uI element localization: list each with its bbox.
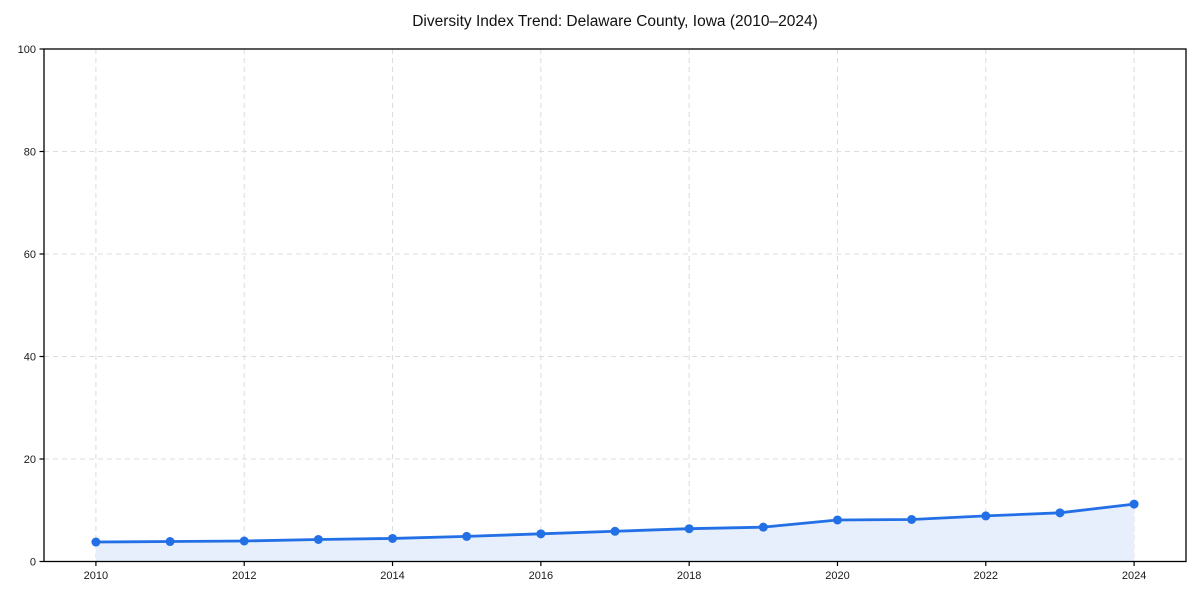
- chart-title: Diversity Index Trend: Delaware County, …: [412, 13, 818, 30]
- y-tick-label: 0: [30, 556, 36, 568]
- data-point-marker: [832, 515, 842, 525]
- x-tick-label: 2016: [529, 570, 553, 582]
- y-tick-label: 100: [18, 44, 36, 56]
- x-tick-label: 2014: [380, 570, 404, 582]
- x-tick-label: 2010: [84, 570, 108, 582]
- data-point-marker: [165, 537, 175, 547]
- plot-border: [43, 48, 1187, 563]
- data-point-marker: [981, 511, 991, 521]
- data-point-marker: [684, 524, 694, 534]
- y-tick-label: 40: [24, 351, 36, 363]
- x-tick-label: 2018: [677, 570, 701, 582]
- data-point-marker: [907, 514, 917, 524]
- data-point-marker: [536, 529, 546, 539]
- x-tick-label: 2020: [825, 570, 849, 582]
- x-tick-label: 2012: [232, 570, 256, 582]
- x-tick-label: 2024: [1122, 570, 1146, 582]
- data-point-marker: [91, 537, 101, 547]
- y-tick-label: 20: [24, 454, 36, 466]
- data-point-marker: [1055, 508, 1065, 518]
- data-point-marker: [388, 533, 398, 543]
- data-point-marker: [462, 531, 472, 541]
- data-point-marker: [758, 522, 768, 532]
- data-point-marker: [313, 534, 323, 544]
- data-point-marker: [239, 536, 249, 546]
- x-tick-label: 2022: [974, 570, 998, 582]
- data-point-marker: [1129, 499, 1139, 509]
- y-tick-label: 80: [24, 146, 36, 158]
- data-point-marker: [610, 526, 620, 536]
- y-tick-label: 60: [24, 249, 36, 261]
